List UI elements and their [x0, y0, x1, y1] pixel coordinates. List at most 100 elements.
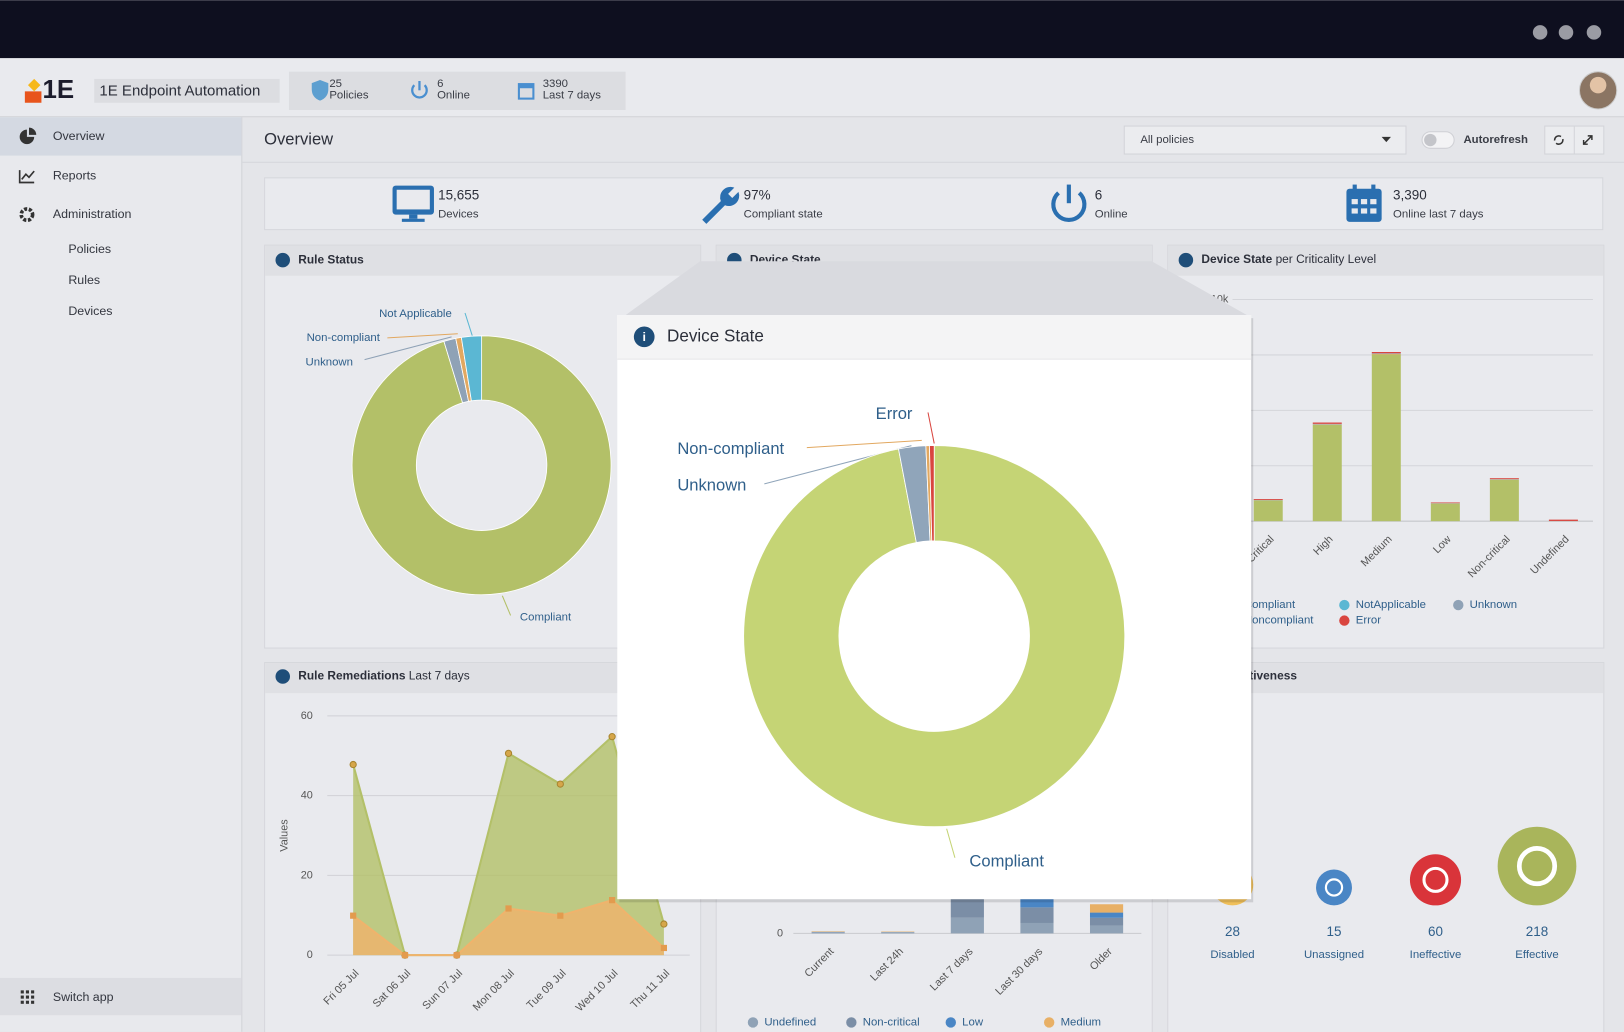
legend-label: Noncompliant — [1244, 615, 1314, 627]
leader — [364, 336, 452, 361]
bubble-label: Ineffective — [1410, 949, 1462, 961]
leaders — [364, 312, 512, 616]
popup: i Device State Error Non-compliant Unkno… — [617, 315, 1254, 903]
point — [660, 920, 668, 928]
stat-label: Policies — [329, 90, 369, 102]
legend-swatch — [945, 1017, 956, 1028]
logo-block — [24, 91, 42, 103]
bubble-value: 28 — [1225, 924, 1240, 939]
title: Rule Remediations — [298, 669, 406, 683]
point — [504, 749, 513, 758]
caret — [1381, 136, 1391, 143]
info-icon[interactable] — [1178, 252, 1194, 268]
window-dot[interactable] — [1558, 25, 1574, 40]
panel-title: Rule Status — [298, 252, 364, 266]
bar-segment — [1253, 500, 1283, 522]
calendar-icon — [517, 83, 535, 100]
stat-value: 3390 — [543, 78, 568, 90]
legend-label: Undefined — [764, 1016, 816, 1028]
stat-value: 6 — [437, 78, 443, 90]
bar-segment — [1430, 503, 1460, 522]
panel-header — [265, 245, 701, 276]
slice-label: Compliant — [520, 612, 572, 624]
legend-label: Compliant — [1244, 599, 1296, 611]
nav-item[interactable]: Administration — [53, 207, 132, 221]
nav-subitem[interactable]: Devices — [68, 304, 112, 318]
switch-app[interactable]: Switch app — [53, 990, 114, 1004]
admin-icon — [19, 207, 35, 223]
info-icon[interactable] — [633, 326, 655, 348]
window-dot[interactable] — [1586, 25, 1602, 40]
window-bar — [0, 0, 1624, 59]
point — [557, 912, 564, 919]
overview-icon — [19, 127, 37, 145]
point — [349, 760, 357, 769]
toggle-knob — [1424, 133, 1437, 147]
kpi-label: Online — [1095, 209, 1128, 221]
legend-label: Medium — [1061, 1016, 1101, 1028]
nav-item[interactable]: Reports — [53, 169, 96, 183]
bubble-glyph — [1324, 878, 1344, 897]
panel-header — [1168, 245, 1604, 276]
nav-subitem[interactable]: Rules — [68, 273, 100, 287]
slice-label: Non-compliant — [677, 439, 784, 458]
slice-label: Error — [876, 404, 913, 423]
popup-chart — [743, 445, 1126, 828]
nav-subitem[interactable]: Policies — [68, 242, 111, 256]
kpi-label: Online last 7 days — [1393, 209, 1484, 221]
bar-segment — [811, 932, 845, 934]
switch-bar — [0, 977, 242, 1016]
legend-swatch — [747, 1017, 759, 1028]
bubble-glyph — [1516, 845, 1558, 887]
power-icon — [1051, 184, 1087, 222]
logo-text: 1E — [42, 76, 74, 104]
legend-swatch — [1453, 599, 1464, 611]
window-dot[interactable] — [1532, 25, 1548, 40]
info-icon[interactable] — [275, 252, 291, 268]
bubble-value: 218 — [1526, 924, 1548, 939]
bubble-label: Unassigned — [1304, 949, 1364, 961]
logo[interactable]: 1E — [24, 76, 74, 104]
point — [608, 733, 616, 741]
leader — [946, 828, 956, 858]
wrench-icon — [702, 186, 740, 224]
y-tick-label: 60 — [301, 710, 313, 722]
bubble-value: 60 — [1428, 924, 1443, 939]
nav-selected — [0, 117, 242, 156]
bar-segment — [811, 931, 845, 932]
info-icon[interactable] — [275, 669, 291, 684]
point — [505, 905, 512, 912]
power-icon — [411, 81, 428, 99]
bar-segment — [1430, 502, 1460, 504]
bar-segment — [1489, 478, 1519, 480]
policy-filter[interactable] — [1123, 125, 1407, 155]
avatar-face — [1589, 76, 1607, 94]
refresh-button[interactable] — [1553, 135, 1564, 145]
legend-label: NotApplicable — [1356, 599, 1426, 611]
subtitle: per Criticality Level — [1276, 252, 1377, 266]
info-glyph: i — [642, 330, 645, 344]
legend-label: Non-critical — [863, 1016, 920, 1028]
expand-button[interactable] — [1582, 135, 1593, 145]
area-fill — [353, 736, 664, 956]
panel-title: Device State per Criticality Level — [1201, 252, 1376, 266]
kpi-value: 3,390 — [1393, 188, 1427, 203]
brand: 1E Endpoint Automation — [99, 82, 260, 99]
kpi-label: Compliant state — [744, 209, 823, 221]
bar-segment — [1371, 354, 1401, 522]
slice-label: Not Applicable — [379, 308, 452, 320]
nav-item[interactable]: Overview — [53, 129, 105, 143]
bar-segment — [1312, 424, 1342, 522]
logo-diamond — [27, 78, 41, 92]
slice-label: Non-compliant — [307, 332, 381, 344]
bubble — [1497, 826, 1577, 906]
donut-slice — [460, 335, 483, 402]
bar-segment — [881, 931, 915, 933]
kpi-strip — [264, 177, 1604, 231]
autorefresh: Autorefresh — [1463, 134, 1528, 146]
slice-label: Unknown — [677, 475, 746, 494]
bubble — [1316, 869, 1352, 906]
kpi-value: 15,655 — [438, 188, 479, 203]
leader — [806, 439, 922, 449]
